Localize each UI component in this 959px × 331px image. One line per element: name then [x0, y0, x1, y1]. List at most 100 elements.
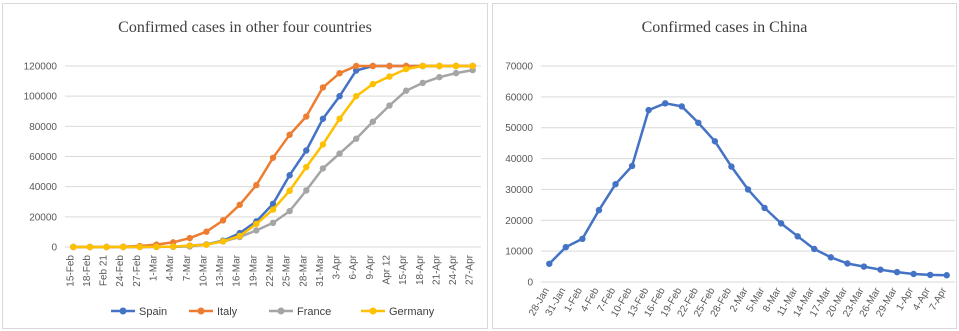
- right-chart-y-tick-label: 20000: [505, 216, 533, 227]
- left-chart-data-point: [303, 147, 310, 154]
- left-chart-data-point: [353, 135, 360, 142]
- left-chart-data-point: [286, 131, 293, 138]
- left-chart-data-point: [452, 62, 460, 70]
- left-chart-data-point: [436, 62, 443, 70]
- left-chart-x-tick-label: Apr 12: [381, 255, 392, 285]
- right-chart-data-point: [728, 163, 735, 170]
- left-chart-y-tick-label: 80000: [29, 122, 57, 133]
- right-chart-data-point: [910, 270, 917, 278]
- left-chart-y-tick-label: 20000: [29, 212, 57, 223]
- left-chart-data-point: [269, 206, 277, 213]
- left-chart-x-tick-label: 25-Mar: [282, 254, 293, 286]
- right-chart-data-point: [579, 235, 586, 242]
- left-chart-data-point: [70, 243, 77, 251]
- right-chart-data-point: [645, 106, 652, 114]
- left-chart-data-point: [386, 62, 393, 70]
- chart-left-svg: 0 20000 40000 60000 80000 100000 120000 15-Feb 1…: [24, 62, 481, 318]
- left-chart-x-tick-label: 13-Mar: [215, 254, 226, 286]
- left-chart-x-tick-label: 6-Apr: [348, 254, 359, 279]
- left-chart-data-point: [336, 92, 343, 100]
- left-chart-data-point: [169, 243, 177, 250]
- left-chart-data-point: [386, 73, 393, 80]
- left-chart-x-tick-label: 16-Mar: [232, 254, 243, 286]
- left-chart-data-point: [369, 80, 377, 88]
- left-chart-data-point: [136, 243, 144, 251]
- left-chart-data-point: [103, 243, 110, 251]
- legend-swatch-marker: [277, 307, 285, 315]
- left-chart-data-point: [402, 87, 410, 94]
- left-chart-data-point: [319, 141, 327, 148]
- left-chart-data-point: [186, 242, 193, 249]
- right-chart-data-point: [860, 263, 868, 270]
- left-chart-data-point: [452, 69, 460, 77]
- right-chart-data-point: [711, 138, 719, 145]
- right-chart-data-point: [893, 268, 901, 276]
- left-chart-data-point: [469, 62, 476, 70]
- chart-panel-left: Confirmed cases in other four countries …: [2, 3, 488, 329]
- left-chart-y-tick-label: 40000: [29, 182, 57, 193]
- right-chart-data-point: [844, 260, 851, 267]
- right-chart-y-tick-label: 50000: [505, 123, 533, 134]
- left-chart-data-point: [269, 200, 277, 208]
- left-chart-x-tick-label: 27-Feb: [132, 255, 143, 287]
- left-chart-data-point: [219, 238, 227, 245]
- left-chart-x-tick-label: 3-Apr: [332, 254, 343, 279]
- right-chart-data-point: [926, 271, 934, 279]
- left-chart-data-point: [353, 67, 360, 74]
- right-chart-x-tick-label: 7-Apr: [928, 285, 950, 312]
- left-chart-x-tick-label: 31-Mar: [315, 254, 326, 286]
- left-chart-data-point: [402, 65, 410, 73]
- left-chart-data-point: [269, 154, 277, 161]
- legend-label-italy: Italy: [217, 306, 238, 318]
- right-chart-data-point: [943, 272, 950, 279]
- chart-panel-right: Confirmed cases in China 0 10000 20000 3000…: [492, 3, 957, 329]
- right-chart-data-point: [761, 204, 768, 212]
- left-chart-data-point: [253, 227, 260, 234]
- chart-right-svg: 01000020000300004000050000600007000028-J…: [505, 62, 955, 319]
- right-chart-data-point: [777, 220, 785, 227]
- legend-swatch-marker: [119, 307, 127, 315]
- legend-label-spain: Spain: [139, 306, 167, 318]
- right-chart-data-point: [744, 186, 752, 193]
- left-chart-data-point: [269, 219, 277, 227]
- left-chart-y-tick-label: 100000: [24, 92, 58, 103]
- left-chart-data-point: [286, 207, 293, 215]
- left-chart-x-tick-label: 4-Mar: [165, 254, 176, 281]
- right-chart-data-point: [695, 119, 702, 126]
- right-chart-y-tick-label: 40000: [505, 154, 533, 165]
- left-chart-x-tick-label: 27-Apr: [465, 254, 476, 285]
- left-chart-data-point: [236, 201, 243, 208]
- left-chart-x-tick-label: 7-Mar: [182, 254, 193, 281]
- left-chart-data-point: [153, 243, 160, 251]
- left-chart-x-tick-label: 15-Feb: [65, 255, 76, 287]
- left-chart-x-tick-label: Feb 21: [99, 255, 110, 287]
- left-chart-data-point: [319, 165, 327, 172]
- right-chart-data-point: [628, 162, 636, 170]
- left-chart-x-tick-label: 24-Apr: [448, 254, 459, 285]
- right-chart-y-tick-label: 60000: [505, 92, 533, 103]
- left-chart-data-point: [203, 241, 210, 248]
- legend-swatch-marker: [369, 307, 377, 315]
- legend-label-france: France: [297, 306, 331, 318]
- left-chart-x-tick-label: 15-Apr: [398, 254, 409, 285]
- left-chart-data-point: [286, 172, 293, 179]
- left-chart-data-point: [319, 84, 327, 91]
- left-chart-data-point: [336, 69, 343, 77]
- left-chart-data-point: [353, 92, 360, 100]
- right-chart-data-point: [811, 245, 818, 253]
- left-chart-x-tick-label: 19-Mar: [248, 254, 259, 286]
- left-chart-x-tick-label: 9-Apr: [365, 254, 376, 279]
- left-chart-data-point: [303, 187, 310, 194]
- left-chart-data-point: [203, 228, 210, 235]
- right-chart-data-point: [794, 233, 801, 240]
- left-chart-data-point: [419, 79, 426, 87]
- right-chart-data-point: [662, 100, 669, 107]
- left-chart-x-tick-label: 28-Mar: [298, 254, 309, 286]
- right-chart-y-tick-label: 30000: [505, 185, 533, 196]
- left-chart-data-point: [219, 217, 227, 224]
- left-chart-data-point: [303, 163, 310, 171]
- left-chart-data-point: [303, 113, 310, 120]
- left-chart-data-point: [120, 243, 127, 251]
- right-chart-y-tick-label: 10000: [505, 247, 533, 258]
